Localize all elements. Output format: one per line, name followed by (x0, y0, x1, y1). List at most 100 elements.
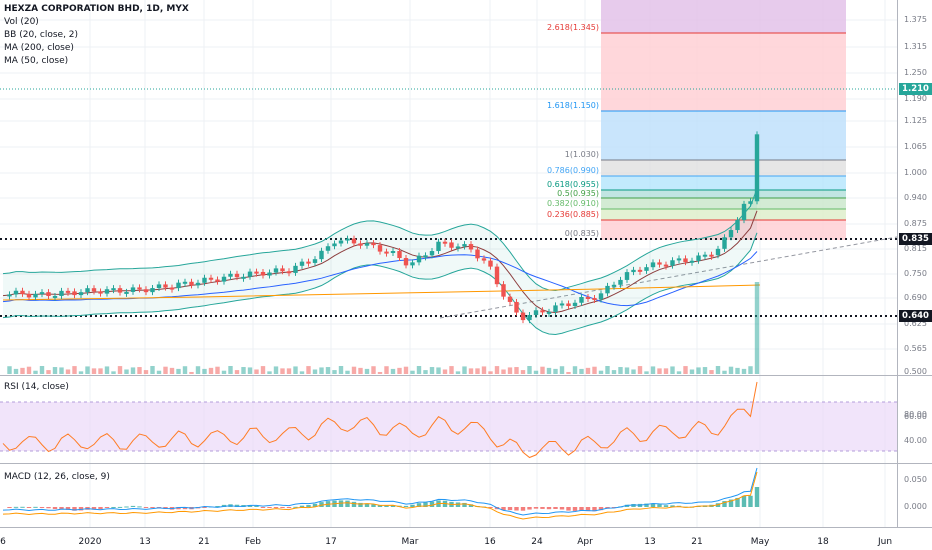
candle (754, 134, 760, 202)
volume-bar (741, 368, 747, 374)
volume-bar (267, 371, 272, 374)
macd-pane-marks (2, 467, 760, 520)
candle (72, 291, 77, 296)
indicator-ma200[interactable]: MA (200, close) (4, 43, 74, 53)
volume-bar (728, 366, 734, 374)
price-tick: 1.375 (904, 15, 927, 24)
macd-histogram-bar (163, 507, 168, 509)
macd-histogram-bar (319, 502, 324, 507)
volume-bar (507, 367, 513, 374)
candle (527, 314, 532, 321)
rsi-title[interactable]: RSI (14, close) (4, 382, 69, 392)
indicator-ma50[interactable]: MA (50, close) (4, 56, 69, 66)
volume-bar (520, 370, 526, 374)
candle (514, 301, 519, 313)
candle (670, 260, 675, 266)
candle (611, 284, 617, 287)
candle (26, 293, 32, 298)
volume-bar (247, 367, 253, 374)
candle (351, 238, 357, 244)
volume-bar (91, 368, 97, 374)
volume-bar (754, 282, 760, 374)
macd-histogram-bar (663, 505, 669, 507)
macd-histogram-bar (371, 504, 376, 507)
volume-bar (299, 371, 305, 374)
level-0640-badge: 0.640 (899, 310, 932, 322)
candle (124, 291, 129, 294)
macd-histogram-bar (312, 503, 318, 507)
candle (267, 272, 272, 276)
indicator-bollinger[interactable]: BB (20, close, 2) (4, 30, 79, 40)
macd-tick: 0.000 (904, 502, 927, 511)
candle (39, 292, 45, 295)
time-tick: 21 (198, 537, 210, 547)
volume-bar (533, 370, 539, 374)
price-tick: 0.565 (904, 344, 927, 353)
candle (455, 246, 461, 249)
candles (7, 131, 760, 324)
candle (657, 262, 662, 265)
volume-bar (59, 367, 64, 374)
indicator-volume[interactable]: Vol (20) (4, 17, 39, 27)
candle (130, 287, 136, 292)
candle (689, 260, 695, 263)
candle (59, 290, 64, 296)
volume-bar (351, 366, 357, 374)
volume-bar (722, 370, 727, 374)
volume-bar (332, 370, 337, 374)
candle (488, 260, 493, 267)
volume-bar (403, 366, 409, 374)
volume-bar (182, 366, 188, 374)
macd-histogram-bar (650, 503, 656, 507)
macd-histogram-bar (748, 495, 753, 507)
volume-bar (33, 370, 38, 374)
volume-bar (208, 367, 214, 374)
volume-bar (202, 368, 207, 374)
volume-bar (644, 371, 649, 374)
volume-bar (65, 369, 71, 374)
candle (501, 284, 506, 297)
macd-title[interactable]: MACD (12, 26, close, 9) (4, 472, 110, 482)
candle (520, 312, 526, 321)
volume-bar (397, 367, 402, 374)
price-tick: 1.315 (904, 42, 927, 51)
macd-histogram-bar (553, 507, 558, 509)
candle (169, 287, 175, 290)
macd-histogram-bar (410, 504, 415, 507)
pane-separators (0, 0, 932, 528)
candle (137, 287, 142, 290)
macd-histogram-bar (260, 507, 266, 508)
chart-title: HEXZA CORPORATION BHD, 1D, MYX (4, 4, 189, 14)
candle (423, 255, 428, 258)
candle (384, 251, 389, 254)
volume-bar (72, 366, 77, 374)
volume-bar (546, 367, 552, 374)
candle (540, 310, 545, 313)
price-tick: 1.190 (904, 94, 927, 103)
candle (416, 255, 422, 263)
fib-retracement[interactable] (601, 0, 846, 240)
volume-bar (312, 369, 318, 374)
volume-bar (163, 366, 168, 374)
time-tick: 6 (0, 537, 6, 547)
candle (150, 288, 155, 293)
volume-bar (663, 368, 669, 374)
candle (592, 298, 597, 301)
volume-bar (254, 369, 259, 374)
fib-label: 2.618(1.345) (546, 23, 599, 32)
macd-histogram-bar (566, 507, 571, 511)
last-price-badge: 1.210 (899, 83, 932, 95)
candle (546, 311, 552, 314)
candle (286, 271, 292, 274)
volume-bar (189, 371, 194, 374)
volume-bar (689, 369, 695, 374)
macd-histogram-bar (98, 507, 103, 510)
macd-histogram-bar (13, 506, 19, 508)
volume-bar (605, 366, 610, 374)
macd-histogram-bar (598, 507, 604, 511)
macd-histogram-bar (585, 507, 591, 512)
candle (221, 276, 227, 282)
volume-bar (598, 370, 604, 374)
candle (46, 292, 51, 297)
